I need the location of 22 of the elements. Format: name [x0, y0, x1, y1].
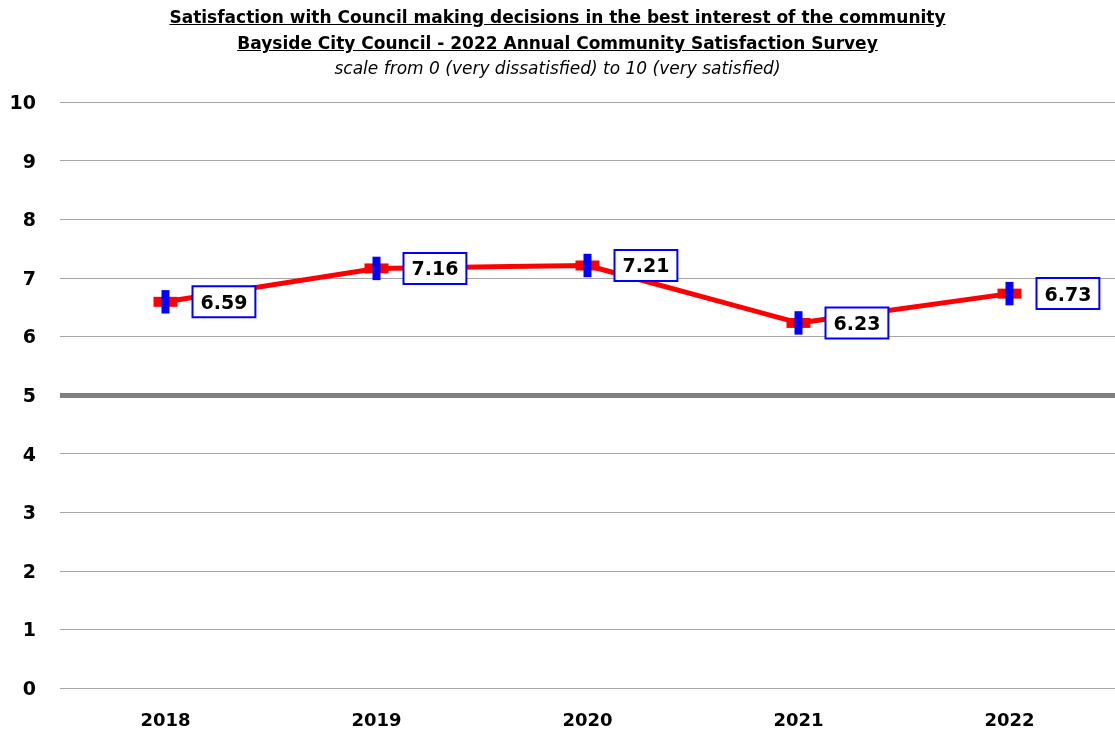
- y-tick-label: 5: [22, 384, 36, 406]
- y-tick-label: 10: [9, 91, 36, 113]
- y-tick-label: 4: [22, 442, 36, 465]
- y-tick-label: 7: [22, 266, 36, 289]
- y-tick-label: 8: [22, 208, 36, 231]
- y-tick-label: 0: [22, 677, 36, 699]
- x-tick-label: 2019: [351, 708, 402, 730]
- y-tick-label: 6: [22, 325, 36, 348]
- data-label: 6.23: [833, 311, 881, 334]
- data-label: 6.73: [1044, 282, 1092, 305]
- y-tick-label: 9: [22, 149, 36, 172]
- x-tick-label: 2022: [984, 708, 1035, 730]
- data-label: 6.59: [200, 290, 248, 313]
- chart-subtitle: scale from 0 (very dissatisfied) to 10 (very satisfied): [333, 57, 782, 80]
- x-tick-label: 2018: [140, 708, 191, 730]
- y-tick-label: 2: [22, 559, 36, 582]
- x-tick-label: 2021: [773, 708, 824, 730]
- data-label: 7.16: [411, 257, 459, 280]
- x-tick-label: 2020: [562, 708, 613, 730]
- y-tick-label: 1: [22, 618, 36, 641]
- y-tick-label: 3: [22, 501, 36, 524]
- data-label: 7.21: [622, 254, 670, 277]
